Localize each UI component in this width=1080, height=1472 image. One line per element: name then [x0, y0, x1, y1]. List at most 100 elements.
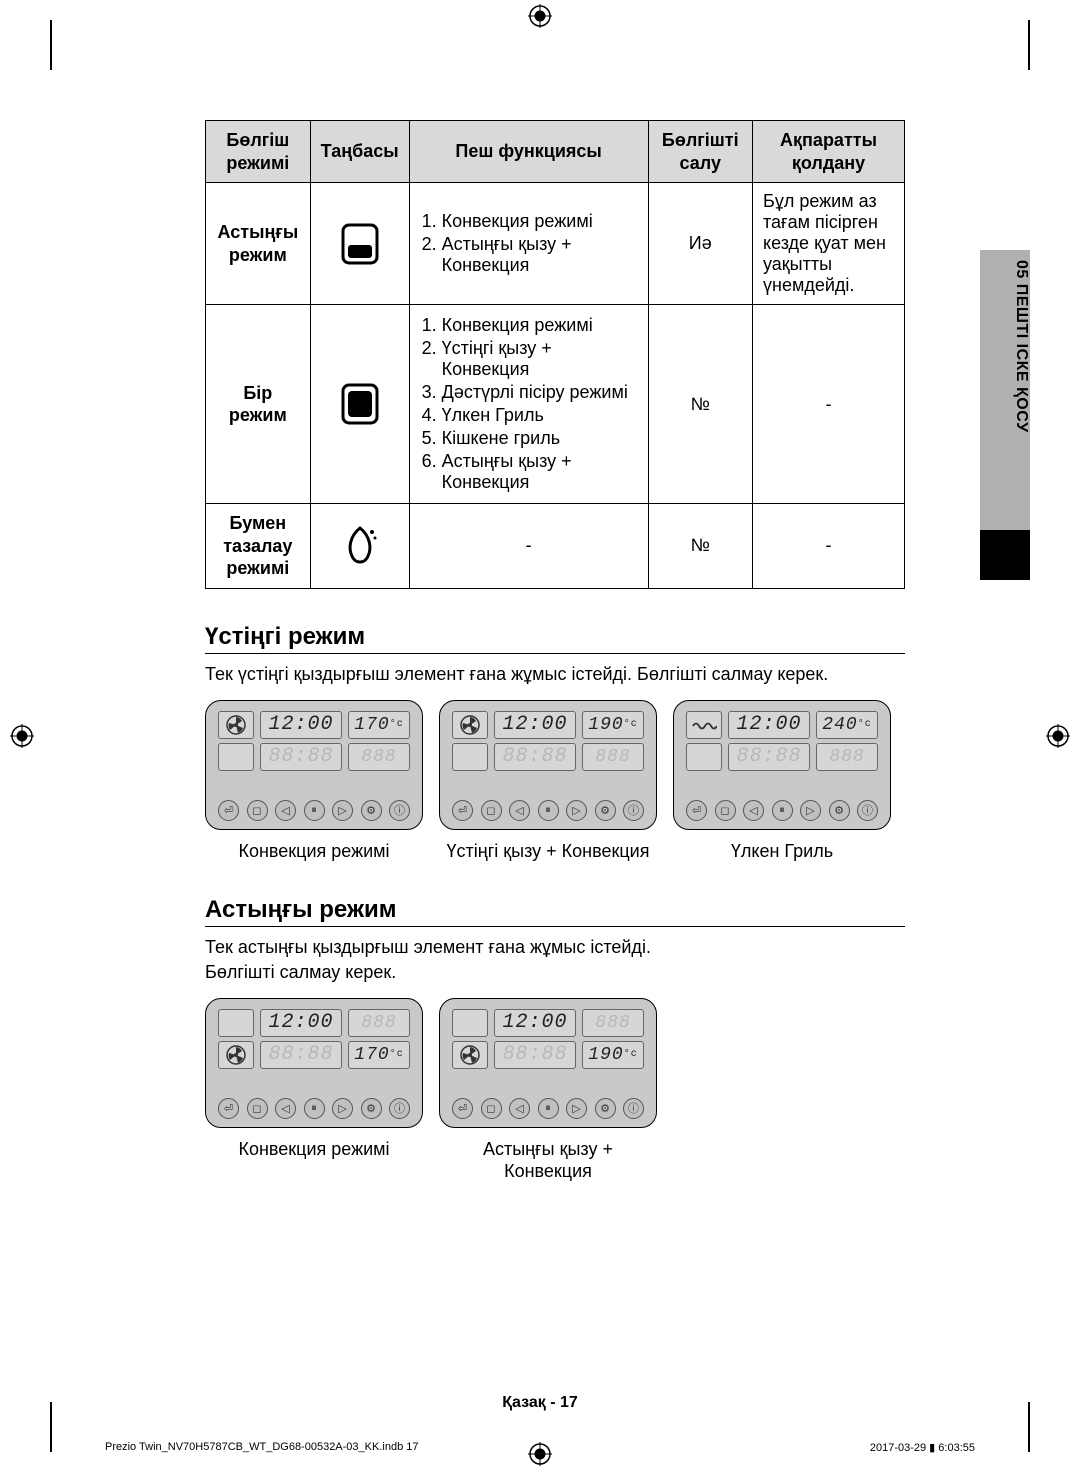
panel-button[interactable]: ⚙	[361, 1098, 382, 1119]
ghost-lcd: 888	[348, 1009, 410, 1037]
panel-button[interactable]: ⚙	[361, 800, 382, 821]
function-item: Астыңғы қызу + Конвекция	[442, 451, 638, 493]
temp-lcd: 170°c	[348, 711, 410, 739]
panel-button[interactable]: ⏸	[304, 800, 325, 821]
th-function: Пеш функциясы	[409, 121, 648, 183]
section-upper-desc: Тек үстіңгі қыздырғыш элемент ғана жұмыс…	[205, 662, 905, 686]
panel-button[interactable]: ▷	[332, 1098, 353, 1119]
th-info: Ақпаратты қолдану	[753, 121, 905, 183]
panel-button[interactable]: ⓘ	[389, 800, 410, 821]
time-lcd: 12:00	[260, 711, 342, 739]
panel-button[interactable]: ▷	[566, 1098, 587, 1119]
panel-button[interactable]: ⏎	[218, 800, 239, 821]
display-panel-col: 12:00190°c88:88888⏎◻◁⏸▷⚙ⓘҮстіңгі қызу + …	[439, 700, 657, 863]
mode-row: Астыңғырежим Конвекция режиміАстыңғы қызу…	[206, 183, 905, 305]
mode-icon-lcd	[452, 711, 488, 739]
panel-button[interactable]: ◻	[247, 1098, 268, 1119]
display-panel-col: 12:00170°c88:88888⏎◻◁⏸▷⚙ⓘКонвекция режим…	[205, 700, 423, 863]
mode-label: Біррежим	[206, 305, 311, 504]
panel-button[interactable]: ▷	[332, 800, 353, 821]
th-mode: Бөлгіш режимі	[206, 121, 311, 183]
mode-functions: -	[409, 504, 648, 589]
panel-button[interactable]: ◻	[715, 800, 736, 821]
panel-button[interactable]: ⏸	[538, 800, 559, 821]
page-footer: Қазақ - 17	[50, 1394, 1030, 1412]
section-upper-title: Үстіңгі режим	[205, 623, 905, 654]
mode-label: Астыңғырежим	[206, 183, 311, 305]
panel-button[interactable]: ◻	[481, 800, 502, 821]
function-item: Дәстүрлі пісіру режимі	[442, 382, 638, 403]
ghost-lcd	[686, 743, 722, 771]
panel-button[interactable]: ▷	[566, 800, 587, 821]
panel-button-row: ⏎ ◻ ◁ ⏸ ▷ ⚙ ⓘ	[452, 800, 644, 821]
panel-button[interactable]: ◁	[509, 800, 530, 821]
mode-info: Бұл режим аз тағам пісірген кезде қуат м…	[753, 183, 905, 305]
function-item: Үстіңгі қызу + Конвекция	[442, 338, 638, 380]
registration-mark	[1046, 724, 1070, 748]
section-lower-desc: Тек астыңғы қыздырғыш элемент ғана жұмыс…	[205, 935, 905, 984]
temp-lcd: 170°c	[348, 1041, 410, 1069]
registration-mark	[10, 724, 34, 748]
ghost-lcd	[218, 743, 254, 771]
panel-caption: Үлкен Гриль	[731, 840, 833, 863]
ghost-lcd: 88:88	[494, 743, 576, 771]
oven-display-panel: 12:00170°c88:88888⏎◻◁⏸▷⚙ⓘ	[205, 700, 423, 830]
ghost-lcd	[218, 1009, 254, 1037]
panel-button[interactable]: ▷	[800, 800, 821, 821]
panel-button[interactable]: ⏎	[218, 1098, 239, 1119]
panel-button[interactable]: ⓘ	[623, 800, 644, 821]
display-panel-col: 12:00240°c88:88888⏎◻◁⏸▷⚙ⓘҮлкен Гриль	[673, 700, 891, 863]
section-lower-title: Астыңғы режим	[205, 896, 905, 927]
panel-button[interactable]: ◻	[247, 800, 268, 821]
mode-row: Бументазалаурежимі-№-	[206, 504, 905, 589]
th-insert: Бөлгішті салу	[648, 121, 752, 183]
panel-button[interactable]: ⏎	[686, 800, 707, 821]
imprint-right: 2017-03-29 ▮ 6:03:55	[870, 1441, 975, 1454]
panel-button[interactable]: ◁	[275, 1098, 296, 1119]
panel-button[interactable]: ⏸	[772, 800, 793, 821]
mode-functions: Конвекция режиміҮстіңгі қызу + Конвекция…	[409, 305, 648, 504]
panel-button[interactable]: ⚙	[595, 800, 616, 821]
registration-mark	[528, 4, 552, 28]
oven-display-panel: 12:00240°c88:88888⏎◻◁⏸▷⚙ⓘ	[673, 700, 891, 830]
panel-button[interactable]: ⓘ	[857, 800, 878, 821]
panel-button[interactable]: ⚙	[829, 800, 850, 821]
chapter-side-tab: 05 ПЕШТІ ІСКЕ ҚОСУ	[980, 250, 1030, 600]
panel-button[interactable]: ⚙	[595, 1098, 616, 1119]
mode-label: Бументазалаурежимі	[206, 504, 311, 589]
panel-button[interactable]: ⓘ	[623, 1098, 644, 1119]
chapter-side-tab-label: 05 ПЕШТІ ІСКЕ ҚОСУ	[980, 260, 1030, 520]
mode-insert: №	[648, 305, 752, 504]
panel-button[interactable]: ◁	[275, 800, 296, 821]
mode-icon-lcd	[218, 1041, 254, 1069]
ghost-lcd	[452, 1009, 488, 1037]
mode-functions: Конвекция режиміАстыңғы қызу + Конвекция	[409, 183, 648, 305]
time-lcd: 12:00	[494, 711, 576, 739]
panel-button[interactable]: ⓘ	[389, 1098, 410, 1119]
ghost-lcd: 888	[348, 743, 410, 771]
th-symbol: Таңбасы	[310, 121, 409, 183]
panel-button[interactable]: ⏎	[452, 800, 473, 821]
mode-insert: №	[648, 504, 752, 589]
panel-button[interactable]: ⏸	[304, 1098, 325, 1119]
panel-button[interactable]: ⏸	[538, 1098, 559, 1119]
imprint-left: Prezio Twin_NV70H5787CB_WT_DG68-00532A-0…	[105, 1441, 418, 1454]
panel-button[interactable]: ◁	[743, 800, 764, 821]
display-panel-col: 12:0088888:88170°c⏎◻◁⏸▷⚙ⓘКонвекция режим…	[205, 998, 423, 1183]
panel-button[interactable]: ⏎	[452, 1098, 473, 1119]
temp-lcd: 190°c	[582, 1041, 644, 1069]
oven-display-panel: 12:0088888:88190°c⏎◻◁⏸▷⚙ⓘ	[439, 998, 657, 1128]
function-item: Кішкене гриль	[442, 428, 638, 449]
panel-button[interactable]: ◻	[481, 1098, 502, 1119]
panel-button-row: ⏎ ◻ ◁ ⏸ ▷ ⚙ ⓘ	[218, 800, 410, 821]
function-item: Үлкен Гриль	[442, 405, 638, 426]
panel-button-row: ⏎ ◻ ◁ ⏸ ▷ ⚙ ⓘ	[452, 1098, 644, 1119]
function-item: Конвекция режимі	[442, 315, 638, 336]
panel-button-row: ⏎ ◻ ◁ ⏸ ▷ ⚙ ⓘ	[218, 1098, 410, 1119]
ghost-lcd: 888	[582, 743, 644, 771]
time-lcd: 12:00	[728, 711, 810, 739]
mode-info: -	[753, 305, 905, 504]
mode-icon-lcd	[452, 1041, 488, 1069]
panel-button[interactable]: ◁	[509, 1098, 530, 1119]
temp-lcd: 190°c	[582, 711, 644, 739]
